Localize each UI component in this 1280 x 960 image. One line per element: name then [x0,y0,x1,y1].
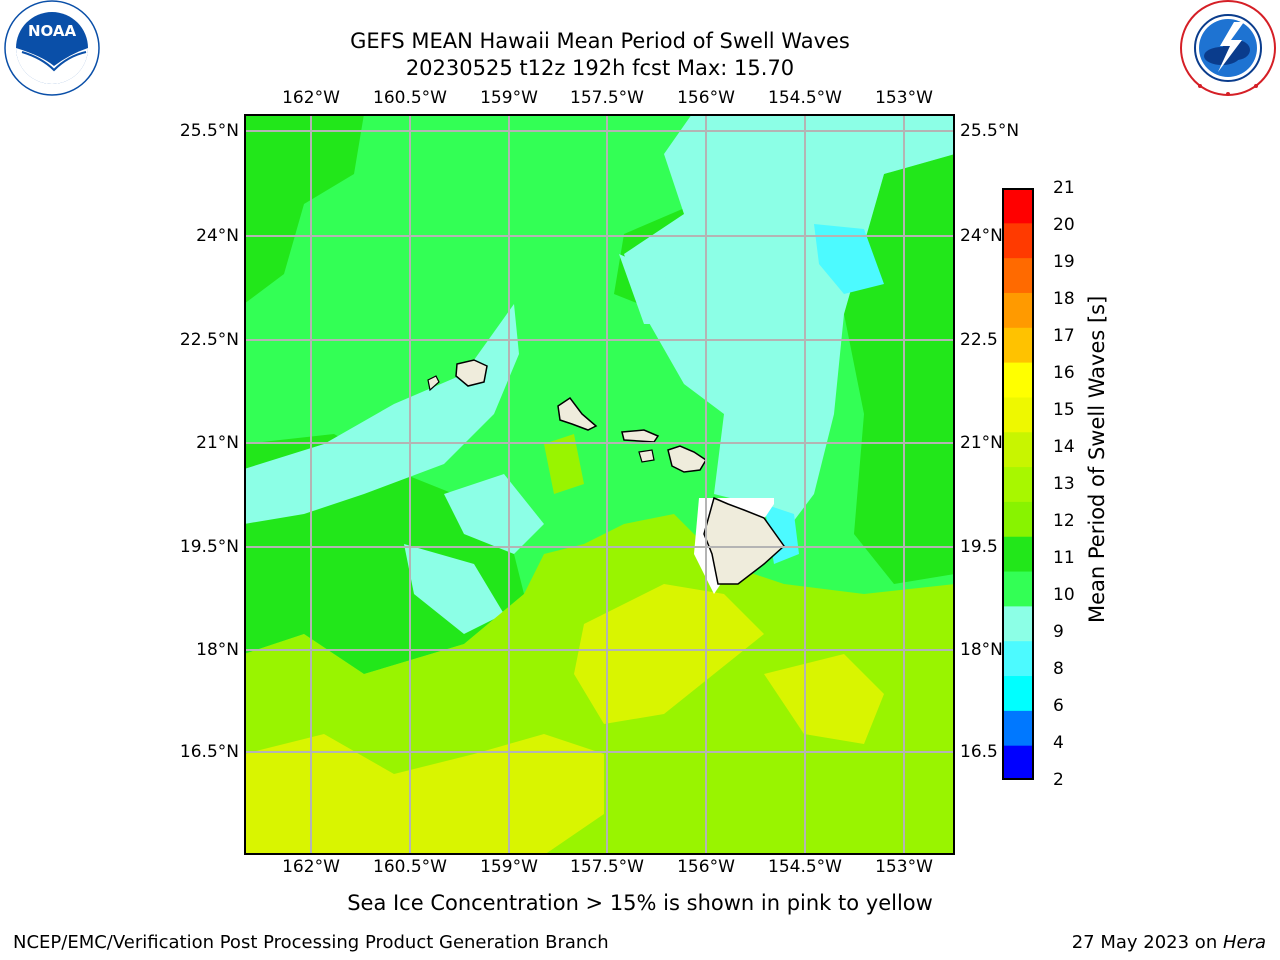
island-lanai [638,449,655,463]
field-13-15s-sw [245,734,604,854]
colorbar-swatch [1002,362,1034,398]
island-oahu [557,396,598,431]
date-text: 27 May 2023 on [1071,932,1223,953]
lon-tick-top: 157.5°W [570,88,644,108]
colorbar-swatch [1002,605,1034,642]
colorbar-swatch [1002,222,1034,259]
lat-tick-left: 22.5°N [179,330,239,350]
lat-tick-left: 18°N [196,640,239,660]
lat-tick-right: 24°N [960,226,1003,246]
graticule [245,115,954,854]
lon-tick-top: 154.5°W [768,88,842,108]
noaa-logo-text: NOAA [28,22,77,40]
colorbar-tick-label: 13 [1053,474,1075,494]
credit-text: NCEP/EMC/Verification Post Processing Pr… [13,932,609,953]
sea-ice-note: Sea Ice Concentration > 15% is shown in … [347,891,933,915]
map-frame [244,114,955,855]
lon-tick-top: 162°W [282,88,340,108]
field-9-10s-n [619,254,684,324]
lon-tick-bottom: 153°W [875,857,933,877]
field-13-15s-center [574,584,764,724]
lat-tick-right: 21°N [960,433,1003,453]
colorbar-tick-label: 21 [1053,178,1075,198]
lon-tick-bottom: 156°W [677,857,735,877]
island-molokai [621,429,660,443]
colorbar-swatch [1002,327,1034,363]
map-title: GEFS MEAN Hawaii Mean Period of Swell Wa… [350,29,850,53]
colorbar-tick-label: 20 [1053,215,1075,235]
lon-tick-bottom: 160.5°W [373,857,447,877]
lat-tick-left: 19.5°N [179,537,239,557]
noaa-logo: NOAA [2,0,102,100]
colorbar-tick-label: 12 [1053,511,1075,531]
lon-tick-top: 156°W [677,88,735,108]
lat-tick-left: 21°N [196,433,239,453]
colorbar-swatch [1002,710,1034,746]
lat-tick-left: 24°N [196,226,239,246]
field-9-10s-w [404,544,504,634]
lon-tick-bottom: 154.5°W [768,857,842,877]
colorbar-tick-label: 2 [1053,770,1064,790]
colorbar-swatch [1002,188,1034,224]
lon-tick-top: 153°W [875,88,933,108]
map-panel [244,114,955,855]
field-11-12s-nw [245,115,364,304]
lat-tick-left: 16.5°N [179,742,239,762]
colorbar-label: Mean Period of Swell Waves [s] [1085,295,1109,623]
colorbar-swatch [1002,640,1034,677]
colorbar-tick-label: 17 [1053,326,1075,346]
colorbar-swatch [1002,571,1034,607]
colorbar-tick-label: 8 [1053,659,1064,679]
colorbar-swatches [1002,188,1034,781]
colorbar-tick-label: 15 [1053,400,1075,420]
lat-tick-right: 22.5 [960,330,998,350]
colorbar-tick-label: 11 [1053,548,1075,568]
island-niihau [427,375,440,392]
lat-tick-left: 25.5°N [179,121,239,141]
colorbar-swatch [1002,466,1034,502]
colorbar-frame [1002,188,1034,780]
colorbar-swatch [1002,431,1034,468]
colorbar-tick-label: 10 [1053,585,1075,605]
colorbar-tick-label: 6 [1053,696,1064,716]
field-12-13s-lanai [544,434,584,494]
host-name: Hera [1222,932,1266,953]
lon-tick-top: 159°W [480,88,538,108]
colorbar-tick-label: 16 [1053,363,1075,383]
lat-tick-right: 25.5°N [960,121,1020,141]
lat-tick-right: 19.5 [960,537,998,557]
colorbar-swatch [1002,396,1034,433]
lat-tick-right: 16.5 [960,742,998,762]
colorbar-swatch [1002,675,1034,711]
field-9-10s-nw [245,304,519,524]
colorbar-tick-label: 4 [1053,733,1064,753]
colorbar [1002,188,1034,781]
colorbar-swatch [1002,257,1034,293]
lon-tick-bottom: 157.5°W [570,857,644,877]
colorbar-tick-label: 14 [1053,437,1075,457]
field-8-9s-ne [814,224,884,294]
colorbar-tick-label: 9 [1053,622,1064,642]
lon-tick-top: 160.5°W [373,88,447,108]
colorbar-swatch [1002,501,1034,537]
island-kauai [455,359,488,387]
map-subtitle: 20230525 t12z 192h fcst Max: 15.70 [405,56,795,80]
swell-period-map [244,114,955,855]
lat-tick-right: 18°N [960,640,1003,660]
date-stamp: 27 May 2023 on Hera [1072,932,1266,953]
colorbar-swatch [1002,745,1034,781]
lon-tick-bottom: 159°W [480,857,538,877]
colorbar-swatch [1002,292,1034,328]
colorbar-swatch [1002,536,1034,572]
colorbar-tick-label: 18 [1053,289,1075,309]
lon-tick-bottom: 162°W [282,857,340,877]
island-maui [667,445,708,473]
colorbar-tick-label: 19 [1053,252,1075,272]
field-9-10s-c [444,474,544,554]
field-13-15s-se [764,654,884,744]
nws-logo [1178,0,1278,100]
